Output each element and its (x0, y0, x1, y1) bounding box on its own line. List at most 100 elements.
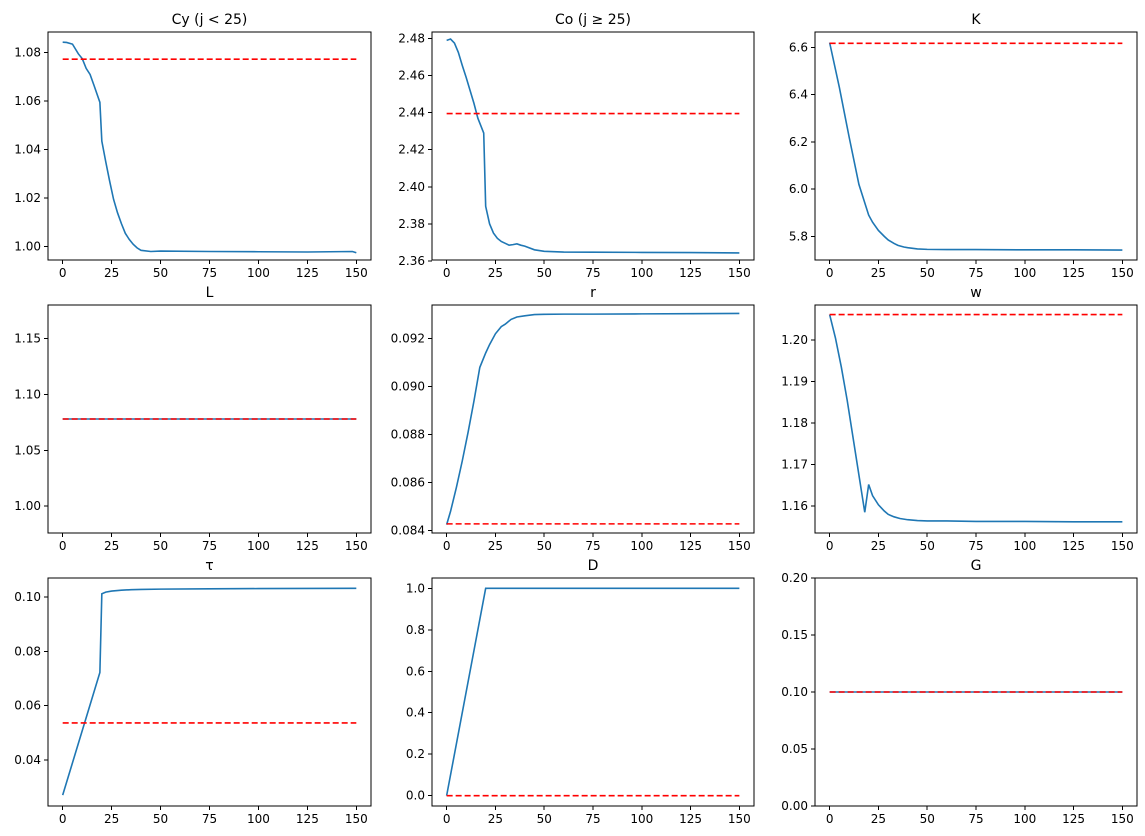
x-tick-label: 0 (443, 539, 451, 553)
x-tick-label: 0 (826, 266, 834, 280)
y-tick-label: 0.0 (406, 789, 425, 803)
panel-g: 0 25 50 75 100 125 150 0.00 0.05 0.10 0.15 0.20 G (781, 558, 1138, 826)
panel-cy-j-25: 0 25 50 75 100 125 150 1.00 1.02 1.04 1.06 1.08 Cy (… (14, 12, 372, 280)
y-tick-label: 1.18 (781, 416, 808, 430)
y-tick-label: 1.08 (14, 46, 41, 60)
series-line-d (445, 587, 740, 796)
x-tick-label: 50 (537, 812, 552, 826)
y-tick-label: 6.0 (789, 182, 808, 196)
y-tick-label: 1.05 (14, 443, 41, 457)
x-tick-label: 50 (920, 539, 935, 553)
axes-frame-tau (47, 577, 372, 807)
panel-title-k: K (971, 12, 981, 28)
x-tick-label: 25 (488, 539, 503, 553)
y-tick-label: 1.06 (14, 94, 41, 108)
x-tick-label: 125 (296, 539, 319, 553)
x-tick-label: 75 (585, 539, 600, 553)
y-tick-label: 1.17 (781, 458, 808, 472)
y-tick-label: 0.092 (391, 332, 425, 346)
x-tick-label: 125 (1062, 812, 1085, 826)
y-tick-label: 2.42 (398, 143, 425, 157)
y-tick-label: 1.00 (14, 240, 41, 254)
x-tick-label: 150 (1111, 812, 1134, 826)
x-tick-label: 50 (537, 266, 552, 280)
y-tick-label: 0.05 (781, 742, 808, 756)
x-tick-label: 100 (247, 266, 270, 280)
x-tick-label: 25 (104, 266, 119, 280)
y-tick-label: 0.08 (14, 644, 41, 658)
y-tick-label: 0.04 (14, 753, 41, 767)
x-tick-label: 25 (871, 266, 886, 280)
x-tick-label: 25 (871, 812, 886, 826)
panel-title-tau: τ (205, 558, 213, 574)
x-tick-label: 25 (104, 812, 119, 826)
x-tick-label: 100 (630, 266, 653, 280)
y-tick-label: 0.06 (14, 699, 41, 713)
x-tick-label: 125 (296, 812, 319, 826)
x-tick-label: 25 (871, 539, 886, 553)
y-tick-label: 0.8 (406, 623, 425, 637)
y-tick-label: 0.086 (391, 476, 425, 490)
y-tick-label: 6.4 (789, 88, 808, 102)
x-tick-label: 50 (537, 539, 552, 553)
panel-title-r: r (590, 285, 596, 301)
y-tick-label: 0.10 (14, 590, 41, 604)
x-tick-label: 50 (920, 266, 935, 280)
y-tick-label: 6.6 (789, 40, 808, 54)
x-tick-label: 125 (1062, 266, 1085, 280)
x-tick-label: 75 (202, 539, 217, 553)
axes-frame-cy-j-25 (47, 31, 372, 261)
x-tick-label: 75 (202, 266, 217, 280)
x-tick-label: 25 (488, 812, 503, 826)
y-tick-label: 1.16 (781, 499, 808, 513)
x-tick-label: 100 (247, 812, 270, 826)
x-tick-label: 100 (247, 539, 270, 553)
panel-r: 0 25 50 75 100 125 150 0.084 0.086 0.088 0.090 0.09… (391, 285, 755, 553)
x-tick-label: 150 (345, 812, 368, 826)
y-tick-label: 0.2 (406, 747, 425, 761)
y-tick-label: 0.20 (781, 571, 808, 585)
x-tick-label: 0 (59, 539, 67, 553)
y-tick-label: 1.20 (781, 333, 808, 347)
y-tick-label: 2.46 (398, 69, 425, 83)
x-tick-label: 125 (679, 539, 702, 553)
x-tick-label: 75 (968, 539, 983, 553)
y-tick-label: 1.0 (406, 581, 425, 595)
y-tick-label: 0.15 (781, 628, 808, 642)
x-tick-label: 150 (1111, 266, 1134, 280)
y-tick-label: 2.36 (398, 254, 425, 268)
y-tick-label: 2.48 (398, 31, 425, 45)
panel-co-j-25: 0 25 50 75 100 125 150 2.36 2.38 2.40 2.42 2.44 2.46… (398, 12, 755, 280)
series-line-co-j-25 (446, 38, 740, 254)
y-tick-label: 0.10 (781, 685, 808, 699)
x-tick-label: 50 (153, 812, 168, 826)
y-tick-label: 1.19 (781, 375, 808, 389)
x-tick-label: 75 (202, 812, 217, 826)
x-tick-label: 75 (968, 266, 983, 280)
x-tick-label: 0 (826, 539, 834, 553)
y-tick-label: 1.15 (14, 332, 41, 346)
panel-tau: 0 25 50 75 100 125 150 0.04 0.06 0.08 0.10 τ (14, 558, 372, 826)
axes-frame-r (431, 304, 755, 534)
x-tick-label: 100 (1013, 812, 1036, 826)
axes-frame-d (431, 577, 755, 807)
x-tick-label: 75 (585, 266, 600, 280)
x-tick-label: 75 (968, 812, 983, 826)
x-tick-label: 0 (443, 266, 451, 280)
x-tick-label: 125 (679, 812, 702, 826)
panel-title-l: L (206, 285, 214, 301)
x-tick-label: 25 (104, 539, 119, 553)
x-tick-label: 100 (1013, 539, 1036, 553)
x-tick-label: 125 (1062, 539, 1085, 553)
x-tick-label: 100 (630, 539, 653, 553)
x-tick-label: 100 (1013, 266, 1036, 280)
x-tick-label: 50 (153, 266, 168, 280)
x-tick-label: 150 (1111, 539, 1134, 553)
x-tick-label: 0 (59, 812, 67, 826)
y-tick-label: 0.090 (391, 380, 425, 394)
axes-frame-k (814, 31, 1138, 261)
y-tick-label: 0.00 (781, 799, 808, 813)
y-tick-label: 0.084 (391, 524, 425, 538)
x-tick-label: 75 (585, 812, 600, 826)
